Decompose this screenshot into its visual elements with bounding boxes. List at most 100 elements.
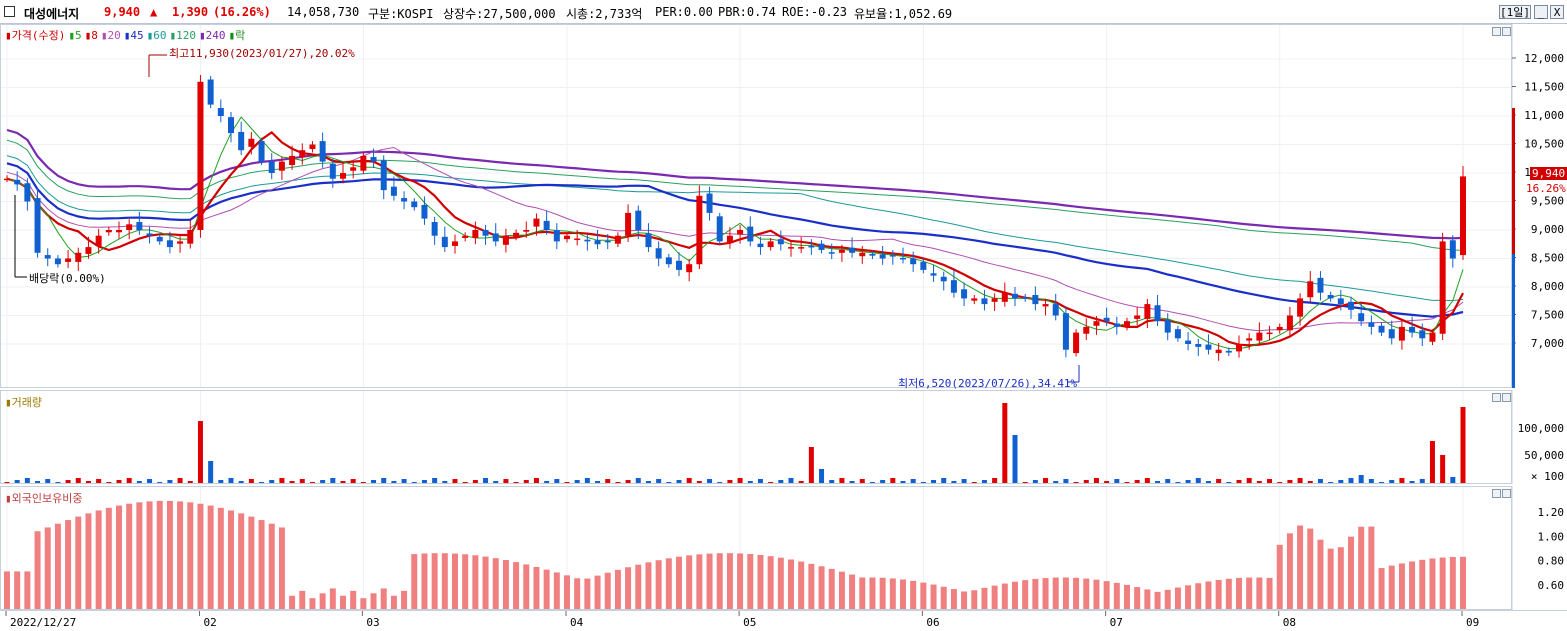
price-axis-ticks: 12,00011,50011,00010,50010,0009,5009,000…	[1512, 24, 1564, 388]
volume-bar	[279, 478, 285, 483]
foreign-bar	[238, 513, 245, 609]
foreign-bar	[1205, 581, 1212, 609]
candle-body	[1348, 301, 1354, 310]
foreign-bar	[991, 585, 998, 609]
volume-restore-icon[interactable]	[1492, 393, 1501, 402]
candle-body	[665, 257, 672, 265]
volume-chart[interactable]	[1, 391, 1511, 483]
volume-panel: ▮거래량	[0, 390, 1512, 484]
candle-body	[228, 117, 234, 134]
volume-bar	[187, 481, 193, 483]
legend-item[interactable]: ▮240	[198, 29, 226, 42]
volume-bar	[1053, 481, 1059, 483]
foreign-bar	[930, 584, 937, 609]
price-tick-label: 7,000	[1531, 337, 1564, 350]
volume-bar	[126, 478, 132, 483]
foreign-bar	[54, 523, 61, 609]
foreign-bar	[696, 554, 703, 609]
volume-bar	[1205, 481, 1211, 483]
x-tick-label: 04	[570, 616, 584, 629]
volume-close-icon[interactable]	[1502, 393, 1511, 402]
volume-bar	[462, 482, 468, 483]
legend-item[interactable]: ▮45	[123, 29, 144, 42]
ma-line-8	[6, 130, 1464, 347]
volume-bar	[218, 480, 224, 483]
foreign-bar	[105, 507, 112, 609]
candle-body	[472, 230, 479, 238]
candle-body	[1134, 315, 1141, 319]
candle-body	[1266, 332, 1273, 335]
legend-item[interactable]: ▮5	[68, 29, 82, 42]
volume-bar	[493, 481, 499, 483]
candle-body	[869, 253, 876, 256]
volume-bar	[554, 479, 560, 483]
period-button[interactable]: [1일]	[1499, 5, 1531, 19]
candle-body	[676, 260, 682, 270]
candle-body	[1124, 321, 1130, 327]
foreign-bar	[757, 554, 764, 609]
volume-bar	[1083, 480, 1089, 483]
foreign-bar	[859, 577, 866, 609]
price-chart[interactable]	[1, 25, 1511, 387]
panel-restore-icon[interactable]	[1492, 27, 1501, 36]
foreign-restore-icon[interactable]	[1492, 489, 1501, 498]
foreign-bar	[1266, 577, 1273, 609]
volume-bar	[1002, 403, 1008, 483]
volume-bar	[259, 482, 265, 483]
foreign-bar	[14, 571, 21, 609]
candle-body	[44, 255, 51, 259]
price-tick-label: 9,500	[1531, 195, 1564, 208]
volume-bar	[788, 478, 794, 483]
volume-bar	[401, 479, 407, 483]
volume-axis-ticks: 100,000 50,000 × 100	[1512, 390, 1564, 484]
foreign-bar	[1093, 579, 1100, 609]
volume-bar	[645, 481, 651, 483]
legend-item[interactable]: ▮8	[84, 29, 98, 42]
window-checkbox[interactable]	[4, 6, 15, 17]
foreign-bar	[1449, 556, 1456, 609]
legend-item[interactable]: ▮가격(수정)	[5, 29, 66, 42]
foreign-bar	[177, 501, 184, 609]
volume-bar	[1104, 481, 1110, 483]
foreign-bar	[166, 500, 173, 609]
foreign-bar	[85, 513, 92, 609]
volume-bar	[269, 480, 275, 483]
volume-bar	[1114, 479, 1120, 483]
foreign-bar	[187, 502, 194, 609]
legend-item[interactable]: ▮60	[146, 29, 167, 42]
candle-body	[584, 239, 591, 242]
legend-item[interactable]: ▮락	[228, 29, 246, 42]
foreign-bar	[838, 571, 845, 609]
candle-body	[1368, 322, 1375, 327]
volume-bar	[452, 479, 458, 483]
candle-body	[726, 235, 733, 243]
volume-bar	[717, 482, 723, 483]
foreign-bar	[431, 553, 438, 609]
foreign-bar	[747, 554, 754, 609]
candle-body	[340, 173, 346, 179]
foreign-close-icon[interactable]	[1502, 489, 1511, 498]
legend-item[interactable]: ▮20	[100, 29, 121, 42]
candle-body	[737, 230, 744, 235]
close-button[interactable]: X	[1550, 5, 1564, 19]
minimize-button[interactable]: _	[1534, 5, 1548, 19]
candle-body	[625, 212, 632, 236]
candle-body	[411, 201, 418, 208]
foreign-bar	[462, 554, 469, 609]
candle-body	[452, 241, 458, 246]
candle-body	[1317, 277, 1324, 293]
candle-body	[889, 255, 896, 257]
volume-bar	[1032, 480, 1038, 483]
foreign-bar	[655, 560, 662, 609]
volume-bar	[503, 479, 509, 483]
candle-body	[401, 198, 408, 202]
candle-body	[1042, 304, 1049, 307]
foreign-bar	[370, 593, 377, 609]
foreign-bar	[1276, 544, 1283, 609]
foreign-ownership-chart[interactable]	[1, 487, 1511, 609]
volume-bar	[421, 480, 427, 483]
foreign-axis-ticks: 1.20 1.00 0.80 0.60	[1512, 486, 1564, 610]
legend-item[interactable]: ▮120	[169, 29, 196, 42]
candle-body	[502, 235, 509, 245]
panel-close-icon[interactable]	[1502, 27, 1511, 36]
